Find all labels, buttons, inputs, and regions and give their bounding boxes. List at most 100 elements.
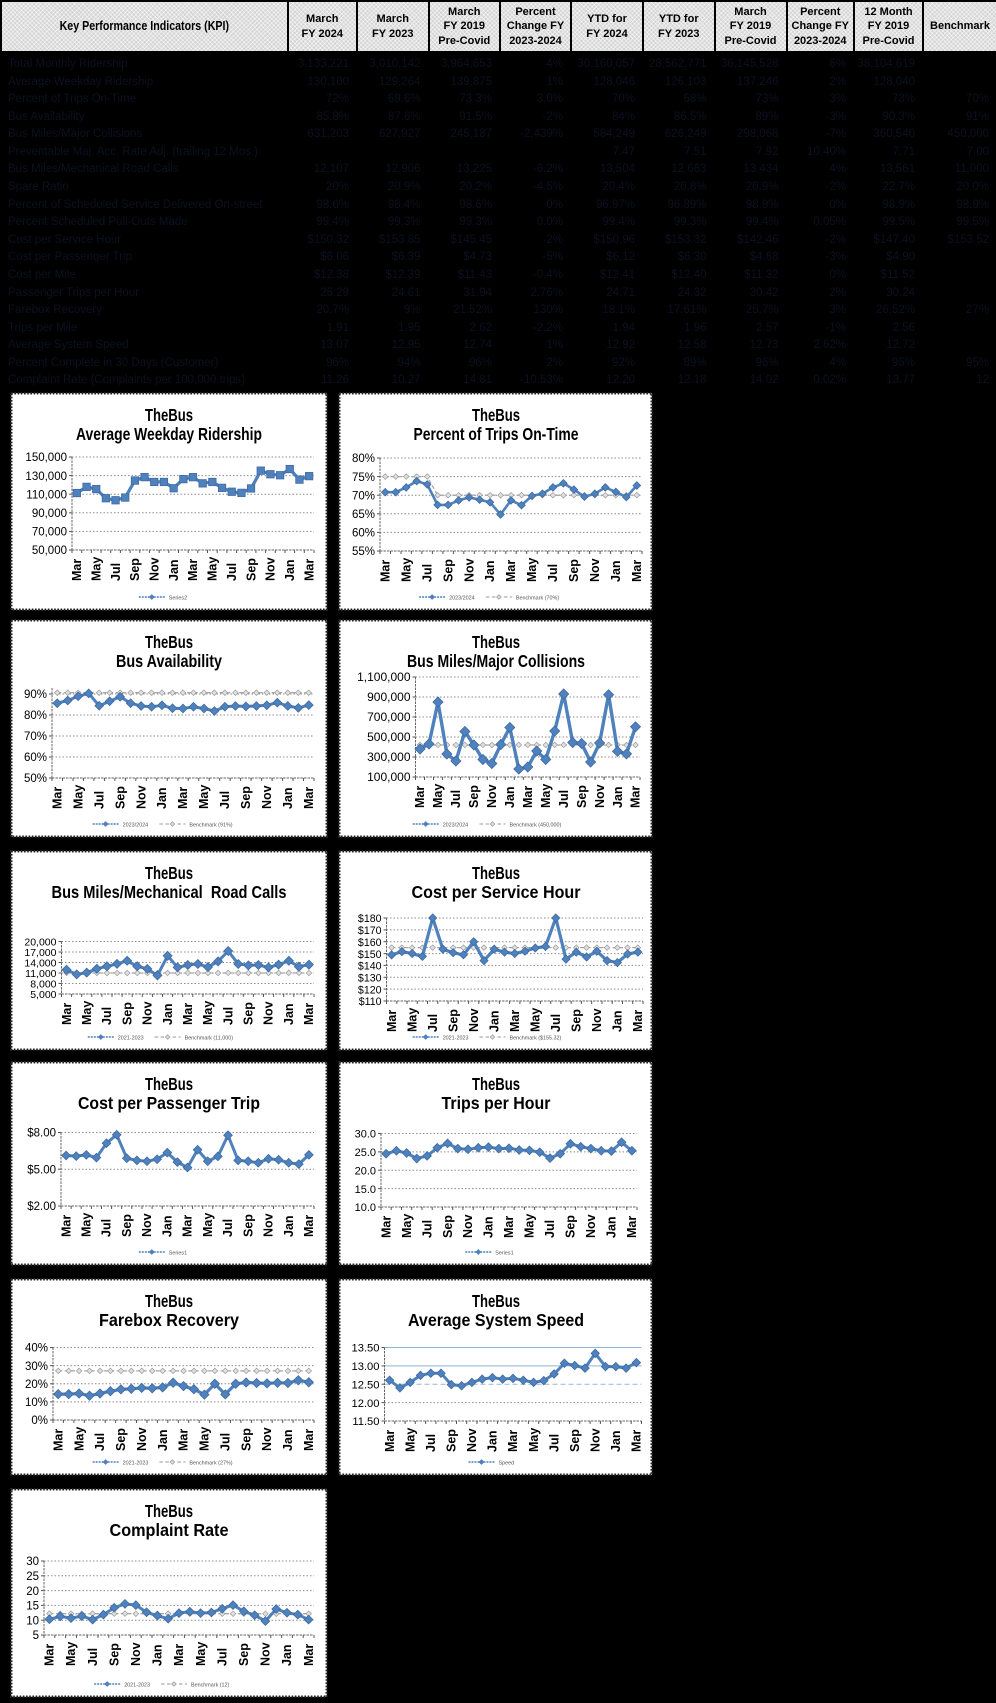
svg-text:2023/2024: 2023/2024: [449, 596, 474, 602]
svg-text:Mar: Mar: [60, 1003, 74, 1025]
svg-text:$2.00: $2.00: [27, 1201, 56, 1213]
svg-text:Jul: Jul: [546, 564, 560, 582]
svg-text:Jul: Jul: [426, 1014, 440, 1032]
svg-text:May: May: [525, 558, 539, 582]
svg-text:Sep: Sep: [120, 1214, 134, 1237]
svg-text:Mar: Mar: [502, 1216, 516, 1238]
svg-text:11,000: 11,000: [25, 968, 56, 980]
svg-text:Mar: Mar: [629, 786, 643, 808]
svg-text:Mar: Mar: [50, 787, 64, 809]
svg-text:Jul: Jul: [109, 563, 123, 581]
svg-text:$150: $150: [358, 949, 382, 961]
svg-text:May: May: [198, 1427, 212, 1451]
svg-text:Jan: Jan: [151, 1644, 165, 1666]
svg-text:May: May: [403, 1428, 417, 1452]
svg-text:Percent of Trips On-Time: Percent of Trips On-Time: [414, 424, 579, 444]
svg-text:Mar: Mar: [186, 559, 200, 581]
svg-text:Sep: Sep: [128, 558, 142, 581]
svg-text:Jan: Jan: [155, 787, 169, 809]
svg-text:Sep: Sep: [567, 559, 581, 582]
svg-text:2021-2023: 2021-2023: [123, 1461, 149, 1467]
svg-text:$8.00: $8.00: [27, 1128, 56, 1140]
svg-text:Benchmark (450,000): Benchmark (450,000): [510, 823, 562, 829]
svg-text:50%: 50%: [24, 773, 47, 785]
svg-text:May: May: [197, 785, 211, 809]
svg-text:Mar: Mar: [506, 1430, 520, 1452]
svg-text:Jan: Jan: [283, 559, 297, 581]
svg-text:700,000: 700,000: [367, 710, 411, 724]
svg-text:Sep: Sep: [441, 559, 455, 582]
svg-text:75%: 75%: [352, 472, 375, 484]
svg-text:Jan: Jan: [282, 1215, 296, 1237]
svg-text:14,000: 14,000: [24, 958, 56, 970]
svg-text:Jul: Jul: [547, 1434, 561, 1452]
svg-text:Sep: Sep: [441, 1215, 455, 1238]
svg-text:Jan: Jan: [611, 1010, 625, 1032]
svg-text:Jul: Jul: [543, 1220, 557, 1238]
svg-text:Mar: Mar: [302, 1644, 316, 1666]
svg-text:$130: $130: [358, 973, 382, 985]
svg-text:20%: 20%: [25, 1379, 48, 1391]
svg-text:May: May: [194, 1642, 208, 1666]
svg-text:May: May: [71, 785, 85, 809]
svg-text:TheBus: TheBus: [145, 405, 193, 425]
svg-text:30: 30: [26, 1556, 39, 1568]
svg-text:8,000: 8,000: [30, 979, 56, 991]
svg-text:Benchmark (91%): Benchmark (91%): [189, 823, 232, 829]
svg-text:Nov: Nov: [462, 558, 476, 582]
svg-text:May: May: [64, 1642, 78, 1666]
svg-text:Nov: Nov: [588, 558, 602, 582]
svg-text:10%: 10%: [25, 1397, 48, 1409]
svg-text:TheBus: TheBus: [145, 863, 193, 883]
svg-text:Jul: Jul: [557, 790, 571, 808]
svg-text:May: May: [80, 1213, 94, 1237]
svg-text:40%: 40%: [25, 1343, 48, 1355]
svg-text:Mar: Mar: [70, 559, 84, 581]
svg-text:Jan: Jan: [483, 560, 497, 582]
svg-text:$5.00: $5.00: [27, 1165, 56, 1177]
svg-text:900,000: 900,000: [367, 690, 411, 704]
svg-text:25: 25: [26, 1571, 39, 1583]
svg-text:Sep: Sep: [239, 1428, 253, 1451]
svg-text:10: 10: [26, 1615, 39, 1627]
svg-text:Jan: Jan: [503, 786, 517, 808]
svg-text:5: 5: [33, 1630, 39, 1642]
svg-text:Mar: Mar: [172, 1644, 186, 1666]
svg-text:Mar: Mar: [625, 1216, 639, 1238]
svg-text:May: May: [529, 1008, 543, 1032]
svg-text:Complaint Rate: Complaint Rate: [110, 1520, 229, 1540]
svg-text:Benchmark (27%): Benchmark (27%): [189, 1461, 232, 1467]
svg-text:Nov: Nov: [262, 1213, 276, 1237]
svg-text:Mar: Mar: [302, 1429, 316, 1451]
svg-text:Jul: Jul: [93, 1433, 107, 1451]
svg-text:Mar: Mar: [379, 1216, 393, 1238]
svg-text:2021-2023: 2021-2023: [124, 1683, 150, 1689]
svg-text:Mar: Mar: [413, 786, 427, 808]
svg-text:20.0: 20.0: [355, 1166, 376, 1178]
svg-text:Mar: Mar: [177, 1429, 191, 1451]
svg-text:$110: $110: [359, 996, 382, 1008]
svg-text:Jan: Jan: [482, 1216, 496, 1238]
svg-text:Mar: Mar: [302, 559, 316, 581]
svg-text:May: May: [80, 1001, 94, 1025]
svg-text:15.0: 15.0: [355, 1184, 376, 1196]
svg-text:Series2: Series2: [169, 596, 187, 602]
svg-text:Nov: Nov: [467, 1008, 481, 1032]
svg-text:Sep: Sep: [446, 1009, 460, 1032]
svg-text:May: May: [405, 1008, 419, 1032]
svg-text:Bus Availability: Bus Availability: [116, 651, 222, 671]
svg-text:Jan: Jan: [605, 1216, 619, 1238]
svg-text:Sep: Sep: [570, 1009, 584, 1032]
svg-text:60%: 60%: [24, 752, 47, 764]
svg-text:Jan: Jan: [167, 559, 181, 581]
svg-text:25.0: 25.0: [355, 1147, 376, 1159]
svg-text:Mar: Mar: [176, 787, 190, 809]
svg-text:Mar: Mar: [383, 1430, 397, 1452]
svg-text:12.50: 12.50: [352, 1380, 380, 1392]
svg-text:Jan: Jan: [609, 1430, 623, 1452]
svg-text:Benchmark (11,000): Benchmark (11,000): [185, 1036, 234, 1042]
svg-text:1,100,000: 1,100,000: [357, 670, 411, 684]
svg-text:Benchmark (12): Benchmark (12): [191, 1683, 230, 1689]
svg-text:Jul: Jul: [100, 1219, 114, 1237]
svg-text:May: May: [431, 784, 445, 808]
